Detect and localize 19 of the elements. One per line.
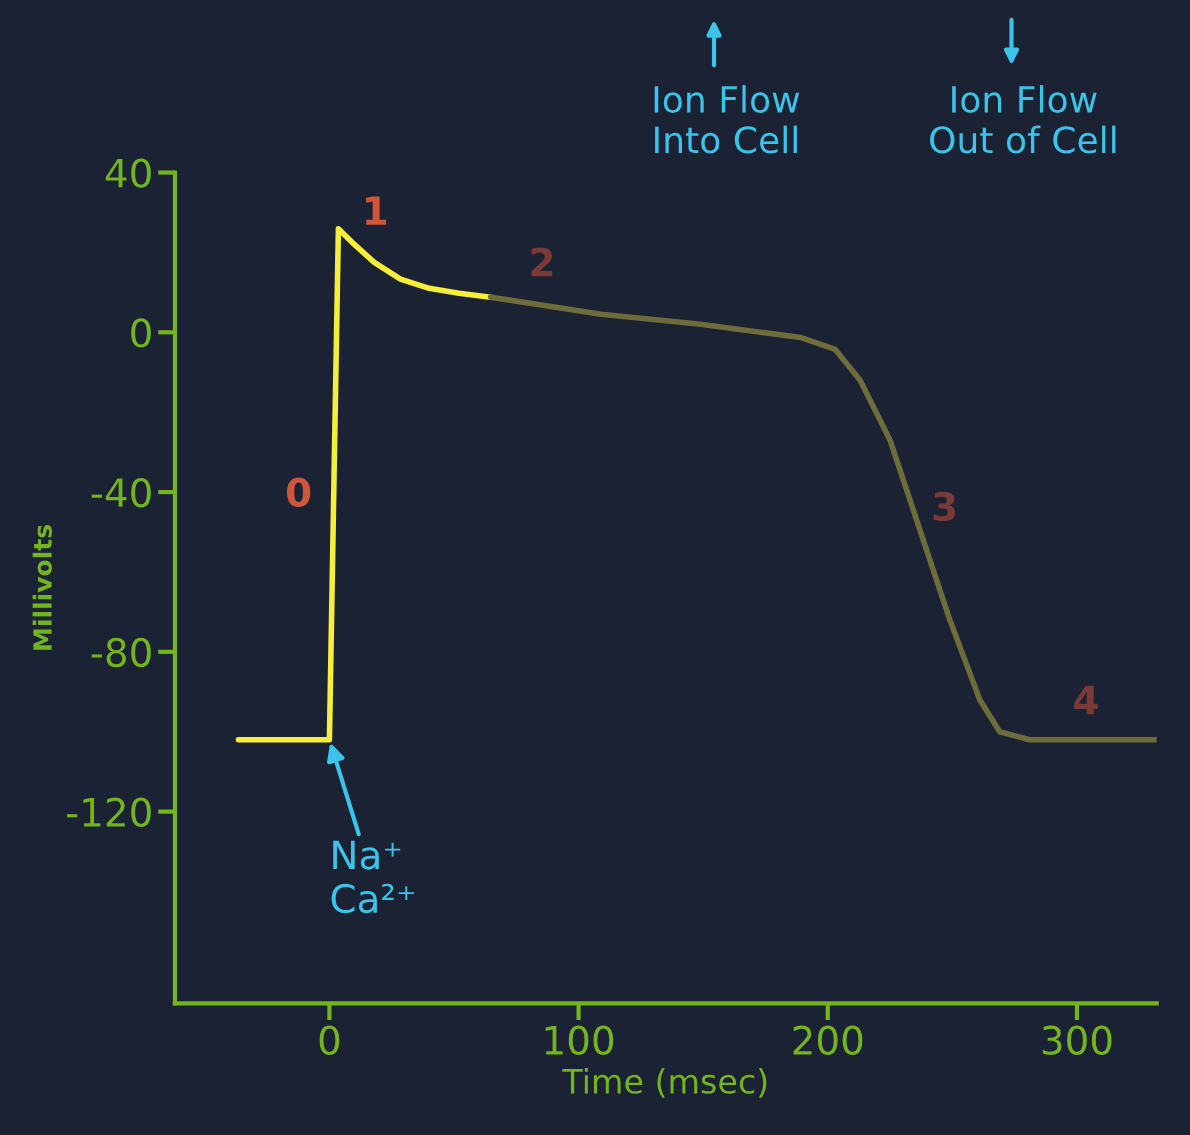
annotation: 4 xyxy=(1074,685,1098,715)
x-tick-label: 0 xyxy=(319,1025,340,1055)
text: Ion Flow Into Cell xyxy=(654,85,800,154)
y-tick-label: -120 xyxy=(67,797,151,827)
y-tick-label: -40 xyxy=(91,477,151,508)
annotation: 0 xyxy=(286,477,311,507)
annotation: 1 xyxy=(366,196,387,225)
y-tick-label: 40 xyxy=(105,158,151,188)
y-axis-title: Millivolts xyxy=(32,525,52,650)
annotation: Na⁺ Ca²⁺ xyxy=(331,840,414,914)
y-tick-label: -80 xyxy=(91,637,151,668)
x-tick-label: 100 xyxy=(545,1025,614,1055)
x-tick-label: 200 xyxy=(793,1025,863,1055)
y-tick-label: 0 xyxy=(131,318,151,348)
x-tick-label: 300 xyxy=(1042,1025,1112,1055)
annotation: 3 xyxy=(933,491,956,522)
annotation: 2 xyxy=(531,247,553,277)
text: Ion Flow Out of Cell xyxy=(930,85,1116,154)
x-axis-title: Time (msec) xyxy=(562,1068,767,1098)
